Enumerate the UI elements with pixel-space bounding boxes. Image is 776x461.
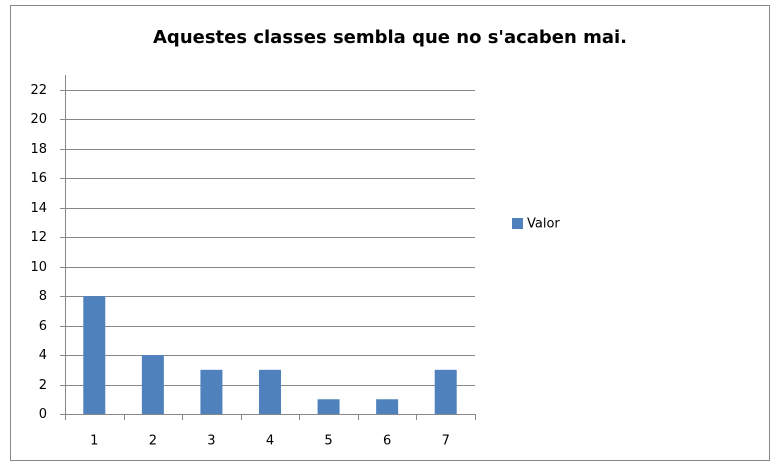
y-tick-label: 2 — [39, 378, 47, 393]
x-tick-label: 4 — [266, 434, 274, 449]
x-tick-label: 3 — [207, 434, 215, 449]
bar — [83, 296, 106, 414]
bar — [259, 369, 281, 414]
y-tick-label: 14 — [30, 201, 47, 216]
x-tick-label: 7 — [442, 434, 450, 449]
chart-frame — [10, 5, 770, 461]
legend-swatch — [512, 218, 523, 229]
x-tick-label: 6 — [383, 434, 391, 449]
chart-title: Aquestes classes sembla que no s'acaben … — [153, 27, 627, 48]
y-tick-label: 0 — [39, 407, 47, 422]
x-tick-label: 5 — [324, 434, 332, 449]
y-tick-label: 8 — [39, 289, 47, 304]
bar — [434, 369, 457, 414]
y-tick-label: 4 — [39, 348, 47, 363]
x-tick-label: 2 — [149, 434, 157, 449]
y-tick-label: 6 — [39, 319, 47, 334]
bar — [141, 355, 164, 414]
bar — [376, 399, 399, 414]
y-tick-label: 18 — [30, 142, 47, 157]
y-tick-label: 10 — [30, 260, 47, 275]
bar — [200, 369, 223, 414]
y-tick-label: 22 — [30, 83, 47, 98]
x-tick-label: 1 — [90, 434, 98, 449]
y-tick-label: 16 — [30, 171, 47, 186]
bar — [317, 399, 340, 414]
y-tick-label: 12 — [30, 230, 47, 245]
y-tick-label: 20 — [30, 112, 47, 127]
legend-label: Valor — [527, 217, 560, 232]
